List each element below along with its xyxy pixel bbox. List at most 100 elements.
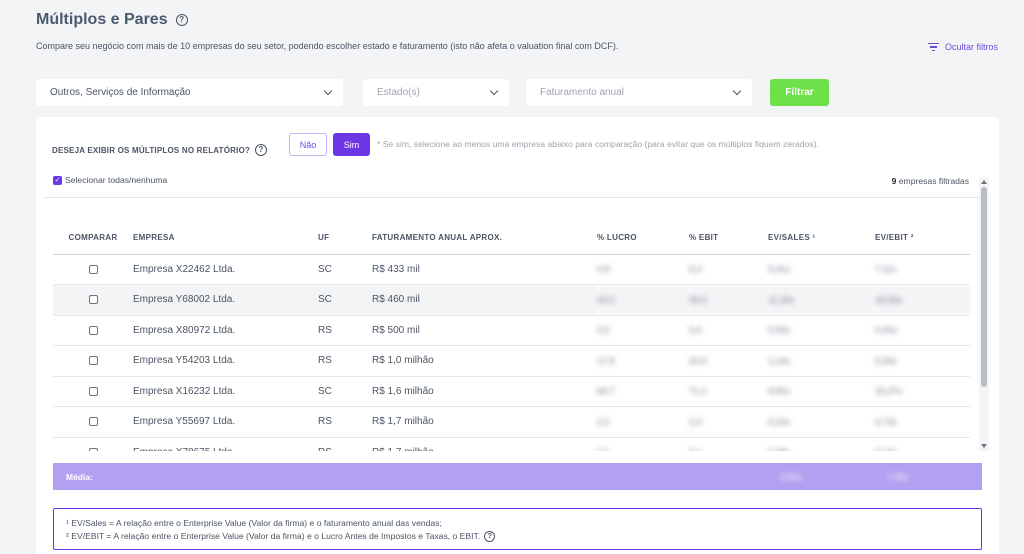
cell-ev-sales: 0,41x [768,254,875,285]
compare-checkbox[interactable] [88,417,98,427]
col-lucro[interactable]: % LUCRO [597,221,689,255]
chevron-down-icon [323,86,333,96]
filtered-count: 9 empresas filtradas [892,176,969,186]
cell-empresa: Empresa X78675 Ltda. [133,437,318,451]
cell-uf: SC [318,376,372,407]
revenue-select-placeholder: Faturamento anual [540,87,624,98]
scroll-down-arrow-icon[interactable] [981,444,987,448]
cell-uf: RS [318,315,372,346]
page-subtitle: Compare seu negócio com mais de 10 empre… [36,41,619,51]
sector-select-value: Outros, Serviços de Informação [50,87,191,98]
table-scrollbar[interactable] [979,177,989,451]
chevron-down-icon [489,86,499,96]
compare-checkbox[interactable] [88,325,98,335]
help-circle-icon[interactable]: ? [484,530,496,542]
revenue-select[interactable]: Faturamento anual [526,79,752,106]
cell-faturamento: R$ 1,7 milhão [372,406,597,438]
col-uf[interactable]: UF [318,221,372,255]
cell-faturamento: R$ 460 mil [372,284,597,316]
report-question: DESEJA EXIBIR OS MÚLTIPLOS NO RELATÓRIO?… [52,144,268,156]
col-empresa[interactable]: EMPRESA [133,221,318,255]
cell-faturamento: R$ 1,7 milhão [372,437,597,451]
state-select-placeholder: Estado(s) [377,87,420,98]
page-title-text: Múltiplos e Pares [36,11,168,28]
cell-ev-sales: 0,09x [768,437,875,451]
cell-lucro: 0,0 [597,315,689,346]
compare-checkbox[interactable] [88,264,98,274]
filter-button[interactable]: Filtrar [770,79,829,106]
cell-ev-ebit: 18,93x [875,284,970,316]
help-circle-icon[interactable]: ? [175,14,188,26]
average-ev-ebit: 7,45x [887,471,910,482]
hide-filters-label: Ocultar filtros [944,42,998,52]
scroll-up-arrow-icon[interactable] [981,180,987,184]
compare-checkbox[interactable] [88,447,98,451]
cell-lucro: 2,1 [597,437,689,451]
filtered-count-number: 9 [891,176,897,186]
col-ev-sales[interactable]: EV/SALES ¹ [768,221,875,255]
table-row: Empresa Y55697 Ltda. RS R$ 1,7 milhão 2,… [53,406,970,438]
select-all-toggle[interactable]: ✓ Selecionar todas/nenhuma [53,175,167,185]
average-ev-sales: 3,05x [780,471,803,482]
cell-ev-sales: 0,00x [768,315,875,346]
cell-uf: RS [318,345,372,377]
comparison-card: DESEJA EXIBIR OS MÚLTIPLOS NO RELATÓRIO?… [36,117,999,554]
cell-ebit: 2,1 [689,437,768,451]
col-faturamento[interactable]: FATURAMENTO ANUAL APROX. [372,221,597,255]
cell-ebit: 20,5 [689,345,768,377]
cell-ev-sales: 1,13x [768,345,875,377]
hide-filters-button[interactable]: Ocultar filtros [927,42,998,52]
companies-table: COMPARAR EMPRESA UF FATURAMENTO ANUAL AP… [53,221,970,451]
compare-checkbox[interactable] [88,356,98,366]
table-row: Empresa X80972 Ltda. RS R$ 500 mil 0,0 0… [53,315,970,346]
help-circle-icon[interactable]: ? [255,144,268,156]
cell-uf: SC [318,284,372,316]
cell-ebit: 6,3 [689,254,768,285]
cell-empresa: Empresa X22462 Ltda. [133,254,318,285]
table-header-row: COMPARAR EMPRESA UF FATURAMENTO ANUAL AP… [53,221,970,255]
compare-checkbox[interactable] [88,295,98,305]
cell-faturamento: R$ 500 mil [372,315,597,346]
col-comparar[interactable]: COMPARAR [53,221,133,255]
cell-ev-sales: 11,20x [768,284,875,316]
no-button[interactable]: Não [289,133,327,156]
report-note: * Se sim, selecione ao menos uma empresa… [377,139,819,149]
cell-ebit: 0,0 [689,315,768,346]
cell-ebit: 71,2 [689,376,768,407]
cell-empresa: Empresa Y54203 Ltda. [133,345,318,377]
cell-ev-ebit: 15,37x [875,376,970,407]
cell-ev-sales: 9,50x [768,376,875,407]
table-row: Empresa X22462 Ltda. SC R$ 433 mil 4,8 6… [53,254,970,285]
col-ev-ebit[interactable]: EV/EBIT ² [875,221,970,255]
sector-select[interactable]: Outros, Serviços de Informação [36,79,343,106]
state-select[interactable]: Estado(s) [363,79,509,106]
cell-lucro: 2,2 [597,406,689,438]
cell-empresa: Empresa Y68002 Ltda. [133,284,318,316]
cell-uf: SC [318,254,372,285]
companies-table-container[interactable]: COMPARAR EMPRESA UF FATURAMENTO ANUAL AP… [44,197,989,451]
report-question-text: DESEJA EXIBIR OS MÚLTIPLOS NO RELATÓRIO? [52,145,251,155]
yes-button[interactable]: Sim [333,133,370,156]
check-icon[interactable]: ✓ [53,175,62,185]
cell-faturamento: R$ 433 mil [372,254,597,285]
cell-uf: RS [318,437,372,451]
cell-ebit: 59,0 [689,284,768,316]
average-label: Média: [66,471,93,482]
cell-lucro: 17,8 [597,345,689,377]
cell-empresa: Empresa Y55697 Ltda. [133,406,318,438]
footnote-ev-sales: ¹ EV/Sales = A relação entre o Enterpris… [66,518,442,528]
cell-ev-ebit: 0,00x [875,315,970,346]
cell-ev-ebit: 4,73x [875,406,970,438]
chevron-down-icon [732,86,742,96]
select-all-label: Selecionar todas/nenhuma [65,175,168,185]
filtered-count-text: empresas filtradas [898,176,969,186]
scrollbar-thumb[interactable] [981,187,987,387]
table-row: Empresa Y68002 Ltda. SC R$ 460 mil 50,0 … [53,284,970,316]
cell-ev-ebit: 7,11x [875,254,970,285]
cell-ev-ebit: 5,53x [875,345,970,377]
cell-ebit: 2,3 [689,406,768,438]
average-row: Média: 3,05x 7,45x [53,463,982,490]
col-ebit[interactable]: % EBIT [689,221,768,255]
cell-lucro: 64,7 [597,376,689,407]
compare-checkbox[interactable] [88,386,98,396]
